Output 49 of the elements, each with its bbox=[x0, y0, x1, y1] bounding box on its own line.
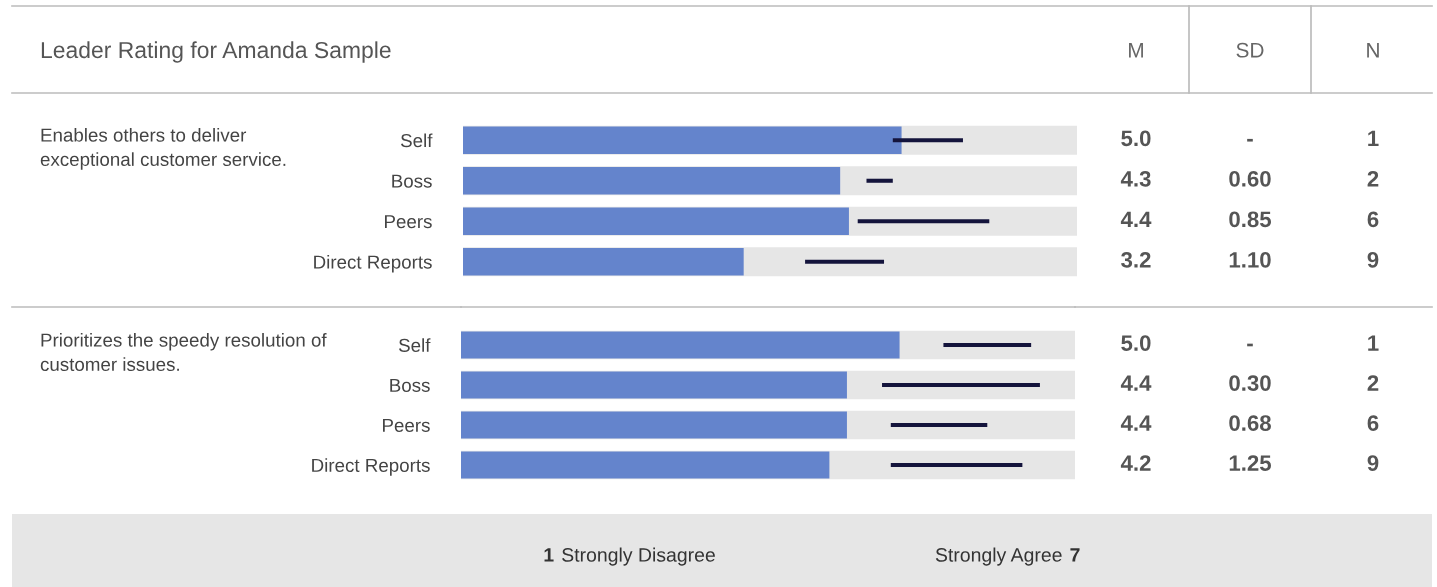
data-label: 3.2 bbox=[1121, 251, 1151, 268]
bar bbox=[857, 219, 990, 224]
y-tick-label: Self bbox=[400, 133, 433, 148]
text: 0.85 bbox=[1229, 211, 1272, 228]
text: M bbox=[1129, 43, 1143, 58]
text: Strongly Agree bbox=[935, 547, 1062, 566]
bar bbox=[890, 463, 1023, 467]
data-label: 4.4 bbox=[1120, 375, 1152, 391]
y-tick-label: Peers bbox=[385, 215, 432, 229]
data-label: 4.3 bbox=[1120, 170, 1151, 187]
y-tick-label: Boss bbox=[390, 378, 430, 392]
bar bbox=[882, 383, 1040, 387]
text: 1 bbox=[1368, 335, 1379, 351]
text: 2 bbox=[1367, 375, 1379, 391]
y-tick-label: Self bbox=[398, 338, 431, 352]
text: SD bbox=[1236, 42, 1264, 58]
text: 2 bbox=[1367, 170, 1379, 187]
text: 1.25 bbox=[1229, 455, 1272, 471]
text: Enables others to deliver exceptional customer service. bbox=[40, 128, 286, 170]
text: 9 bbox=[1367, 455, 1379, 471]
text: 6 bbox=[1367, 211, 1379, 228]
text: 0.60 bbox=[1229, 170, 1271, 187]
text: - bbox=[1247, 138, 1253, 142]
text: 0.68 bbox=[1229, 415, 1271, 431]
bar bbox=[943, 343, 1032, 347]
data-label: 4.4 bbox=[1120, 211, 1152, 227]
text: Leader Rating for Amanda Sample bbox=[41, 41, 391, 63]
data-label: 5.0 bbox=[1121, 130, 1151, 147]
text: 6 bbox=[1367, 415, 1379, 431]
text: N bbox=[1367, 43, 1379, 58]
text: - bbox=[1247, 343, 1253, 347]
text: 0.30 bbox=[1229, 375, 1271, 391]
bar bbox=[805, 259, 885, 264]
y-tick-label: Peers bbox=[383, 418, 430, 432]
y-tick-label: Direct Reports bbox=[314, 254, 432, 273]
text: Strongly Disagree bbox=[562, 547, 715, 566]
text: 1 bbox=[1368, 130, 1379, 146]
bar bbox=[892, 138, 963, 143]
text: Prioritizes the speedy resolution of customer issues. bbox=[40, 333, 327, 372]
bar bbox=[866, 178, 893, 183]
y-tick-label: Direct Reports bbox=[312, 458, 430, 476]
text: 1.10 bbox=[1229, 251, 1271, 268]
data-label: 4.4 bbox=[1120, 415, 1152, 431]
data-label: 5.0 bbox=[1121, 335, 1151, 351]
text: 9 bbox=[1367, 251, 1379, 268]
data-label: 4.2 bbox=[1120, 455, 1151, 471]
bar bbox=[890, 423, 988, 427]
y-tick-label: Boss bbox=[392, 174, 432, 188]
x-tick-label: 7 bbox=[1070, 548, 1080, 562]
